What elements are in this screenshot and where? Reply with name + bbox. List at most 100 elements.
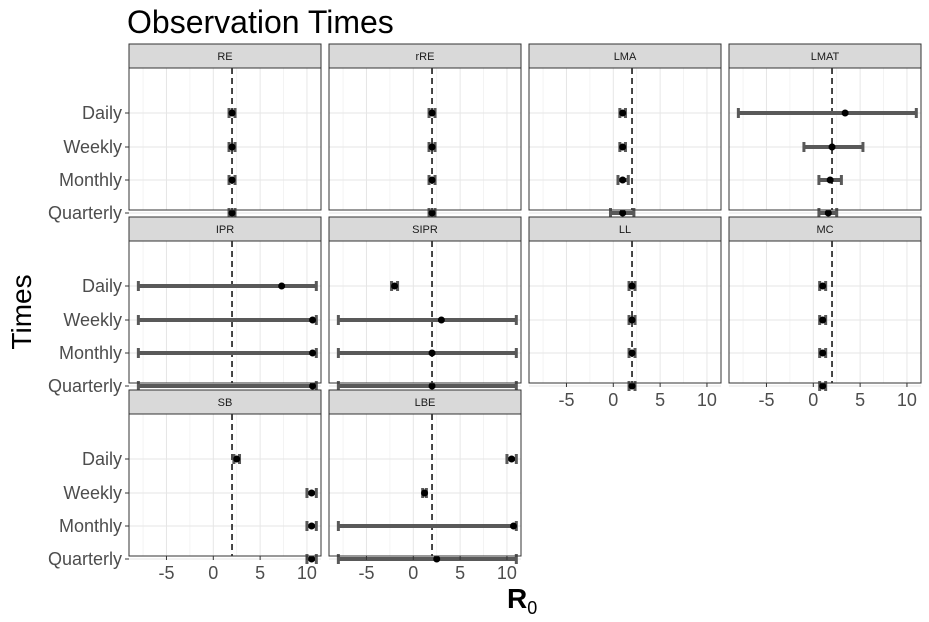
panel-border bbox=[328, 67, 522, 211]
estimate-point bbox=[628, 382, 636, 390]
panel-strip-label: LMAT bbox=[811, 51, 840, 63]
panel-background bbox=[329, 68, 521, 210]
panel-strip bbox=[728, 43, 922, 69]
estimate-point bbox=[428, 176, 436, 184]
panel-background bbox=[729, 241, 921, 383]
estimate-point bbox=[819, 282, 827, 290]
estimate-point bbox=[308, 522, 316, 530]
y-tick-label: Daily bbox=[82, 449, 122, 469]
x-tick-label: 0 bbox=[808, 390, 818, 410]
panel-border bbox=[128, 240, 322, 384]
panel-background bbox=[129, 68, 321, 210]
estimate-point bbox=[628, 349, 636, 357]
x-tick-label: 10 bbox=[897, 390, 917, 410]
panel-strip-label: IPR bbox=[216, 224, 234, 236]
y-tick-label: Quarterly bbox=[48, 203, 122, 223]
panel-ll: LL -5 0 5 10 bbox=[528, 216, 722, 410]
panel-border bbox=[528, 240, 722, 384]
y-tick-label: Quarterly bbox=[48, 376, 122, 396]
estimate-point bbox=[228, 109, 236, 117]
panel-strip bbox=[128, 389, 322, 415]
estimate-point bbox=[308, 489, 316, 497]
panel-sipr: SIPR bbox=[328, 216, 522, 391]
estimate-point bbox=[308, 555, 316, 563]
estimate-point bbox=[824, 209, 832, 217]
estimate-point bbox=[421, 489, 429, 497]
estimate-point bbox=[433, 555, 441, 563]
estimate-point bbox=[309, 349, 317, 357]
y-tick-label: Monthly bbox=[59, 170, 122, 190]
estimate-point bbox=[228, 143, 236, 151]
estimate-point bbox=[819, 349, 827, 357]
estimate-point bbox=[826, 176, 834, 184]
estimate-point bbox=[428, 382, 436, 390]
panel-strip bbox=[328, 216, 522, 242]
estimate-point bbox=[619, 176, 627, 184]
panel-strip-label: LL bbox=[619, 224, 631, 236]
x-tick-label: 0 bbox=[608, 390, 618, 410]
chart-title: Observation Times bbox=[127, 4, 394, 40]
estimate-point bbox=[228, 209, 236, 217]
x-tick-label: 5 bbox=[855, 390, 865, 410]
estimate-point bbox=[428, 209, 436, 217]
x-tick-label: -5 bbox=[158, 563, 174, 583]
estimate-point bbox=[619, 209, 627, 217]
estimate-point bbox=[819, 382, 827, 390]
x-tick-label: -5 bbox=[558, 390, 574, 410]
panel-strip bbox=[128, 43, 322, 69]
y-tick-label: Daily bbox=[82, 103, 122, 123]
y-tick-label: Weekly bbox=[63, 483, 122, 503]
panel-lmat: LMAT bbox=[728, 43, 922, 218]
estimate-point bbox=[391, 282, 399, 290]
panel-background bbox=[529, 68, 721, 210]
estimate-point bbox=[841, 109, 849, 117]
x-axis-title-main: R bbox=[507, 583, 527, 614]
panel-background bbox=[129, 241, 321, 383]
estimate-point bbox=[628, 316, 636, 324]
panel-strip-label: SIPR bbox=[412, 224, 438, 236]
panel-border bbox=[328, 240, 522, 384]
y-tick-label: Weekly bbox=[63, 310, 122, 330]
estimate-point bbox=[428, 143, 436, 151]
panel-background bbox=[529, 241, 721, 383]
panel-background bbox=[329, 241, 521, 383]
panel-strip bbox=[128, 216, 322, 242]
panel-rre: rRE bbox=[328, 43, 522, 218]
y-tick-label: Monthly bbox=[59, 516, 122, 536]
y-tick-label: Quarterly bbox=[48, 549, 122, 569]
panel-lma: LMA bbox=[528, 43, 722, 218]
panel-re: RE Daily Weekly Monthly Quarterly bbox=[48, 43, 322, 223]
panel-border bbox=[528, 67, 722, 211]
panel-border bbox=[128, 67, 322, 211]
panel-strip bbox=[528, 216, 722, 242]
estimate-point bbox=[619, 143, 627, 151]
panel-ipr: IPR Daily Weekly Monthly Quarterly bbox=[48, 216, 322, 396]
x-tick-label: 5 bbox=[255, 563, 265, 583]
panel-strip-label: LMA bbox=[614, 51, 637, 63]
panel-border bbox=[128, 413, 322, 557]
estimate-point bbox=[309, 382, 317, 390]
panels-group: RE Daily Weekly Monthly Quarterly rRE LMA LMAT I… bbox=[48, 43, 922, 583]
y-tick-label: Weekly bbox=[63, 137, 122, 157]
panel-strip-label: LBE bbox=[415, 397, 436, 409]
y-axis-title: Times bbox=[6, 274, 37, 349]
panel-strip-label: MC bbox=[816, 224, 833, 236]
panel-background bbox=[329, 414, 521, 556]
y-tick-label: Monthly bbox=[59, 343, 122, 363]
panel-strip bbox=[328, 43, 522, 69]
estimate-point bbox=[309, 316, 317, 324]
panel-strip-label: rRE bbox=[416, 51, 435, 63]
x-tick-label: 5 bbox=[455, 563, 465, 583]
estimate-point bbox=[508, 455, 516, 463]
panel-border bbox=[328, 413, 522, 557]
estimate-point bbox=[828, 143, 836, 151]
panel-strip-label: RE bbox=[217, 51, 232, 63]
x-tick-label: 5 bbox=[655, 390, 665, 410]
panel-strip bbox=[528, 43, 722, 69]
estimate-point bbox=[437, 316, 445, 324]
estimate-point bbox=[510, 522, 518, 530]
x-tick-label: 10 bbox=[297, 563, 317, 583]
estimate-point bbox=[228, 176, 236, 184]
estimate-point bbox=[428, 109, 436, 117]
